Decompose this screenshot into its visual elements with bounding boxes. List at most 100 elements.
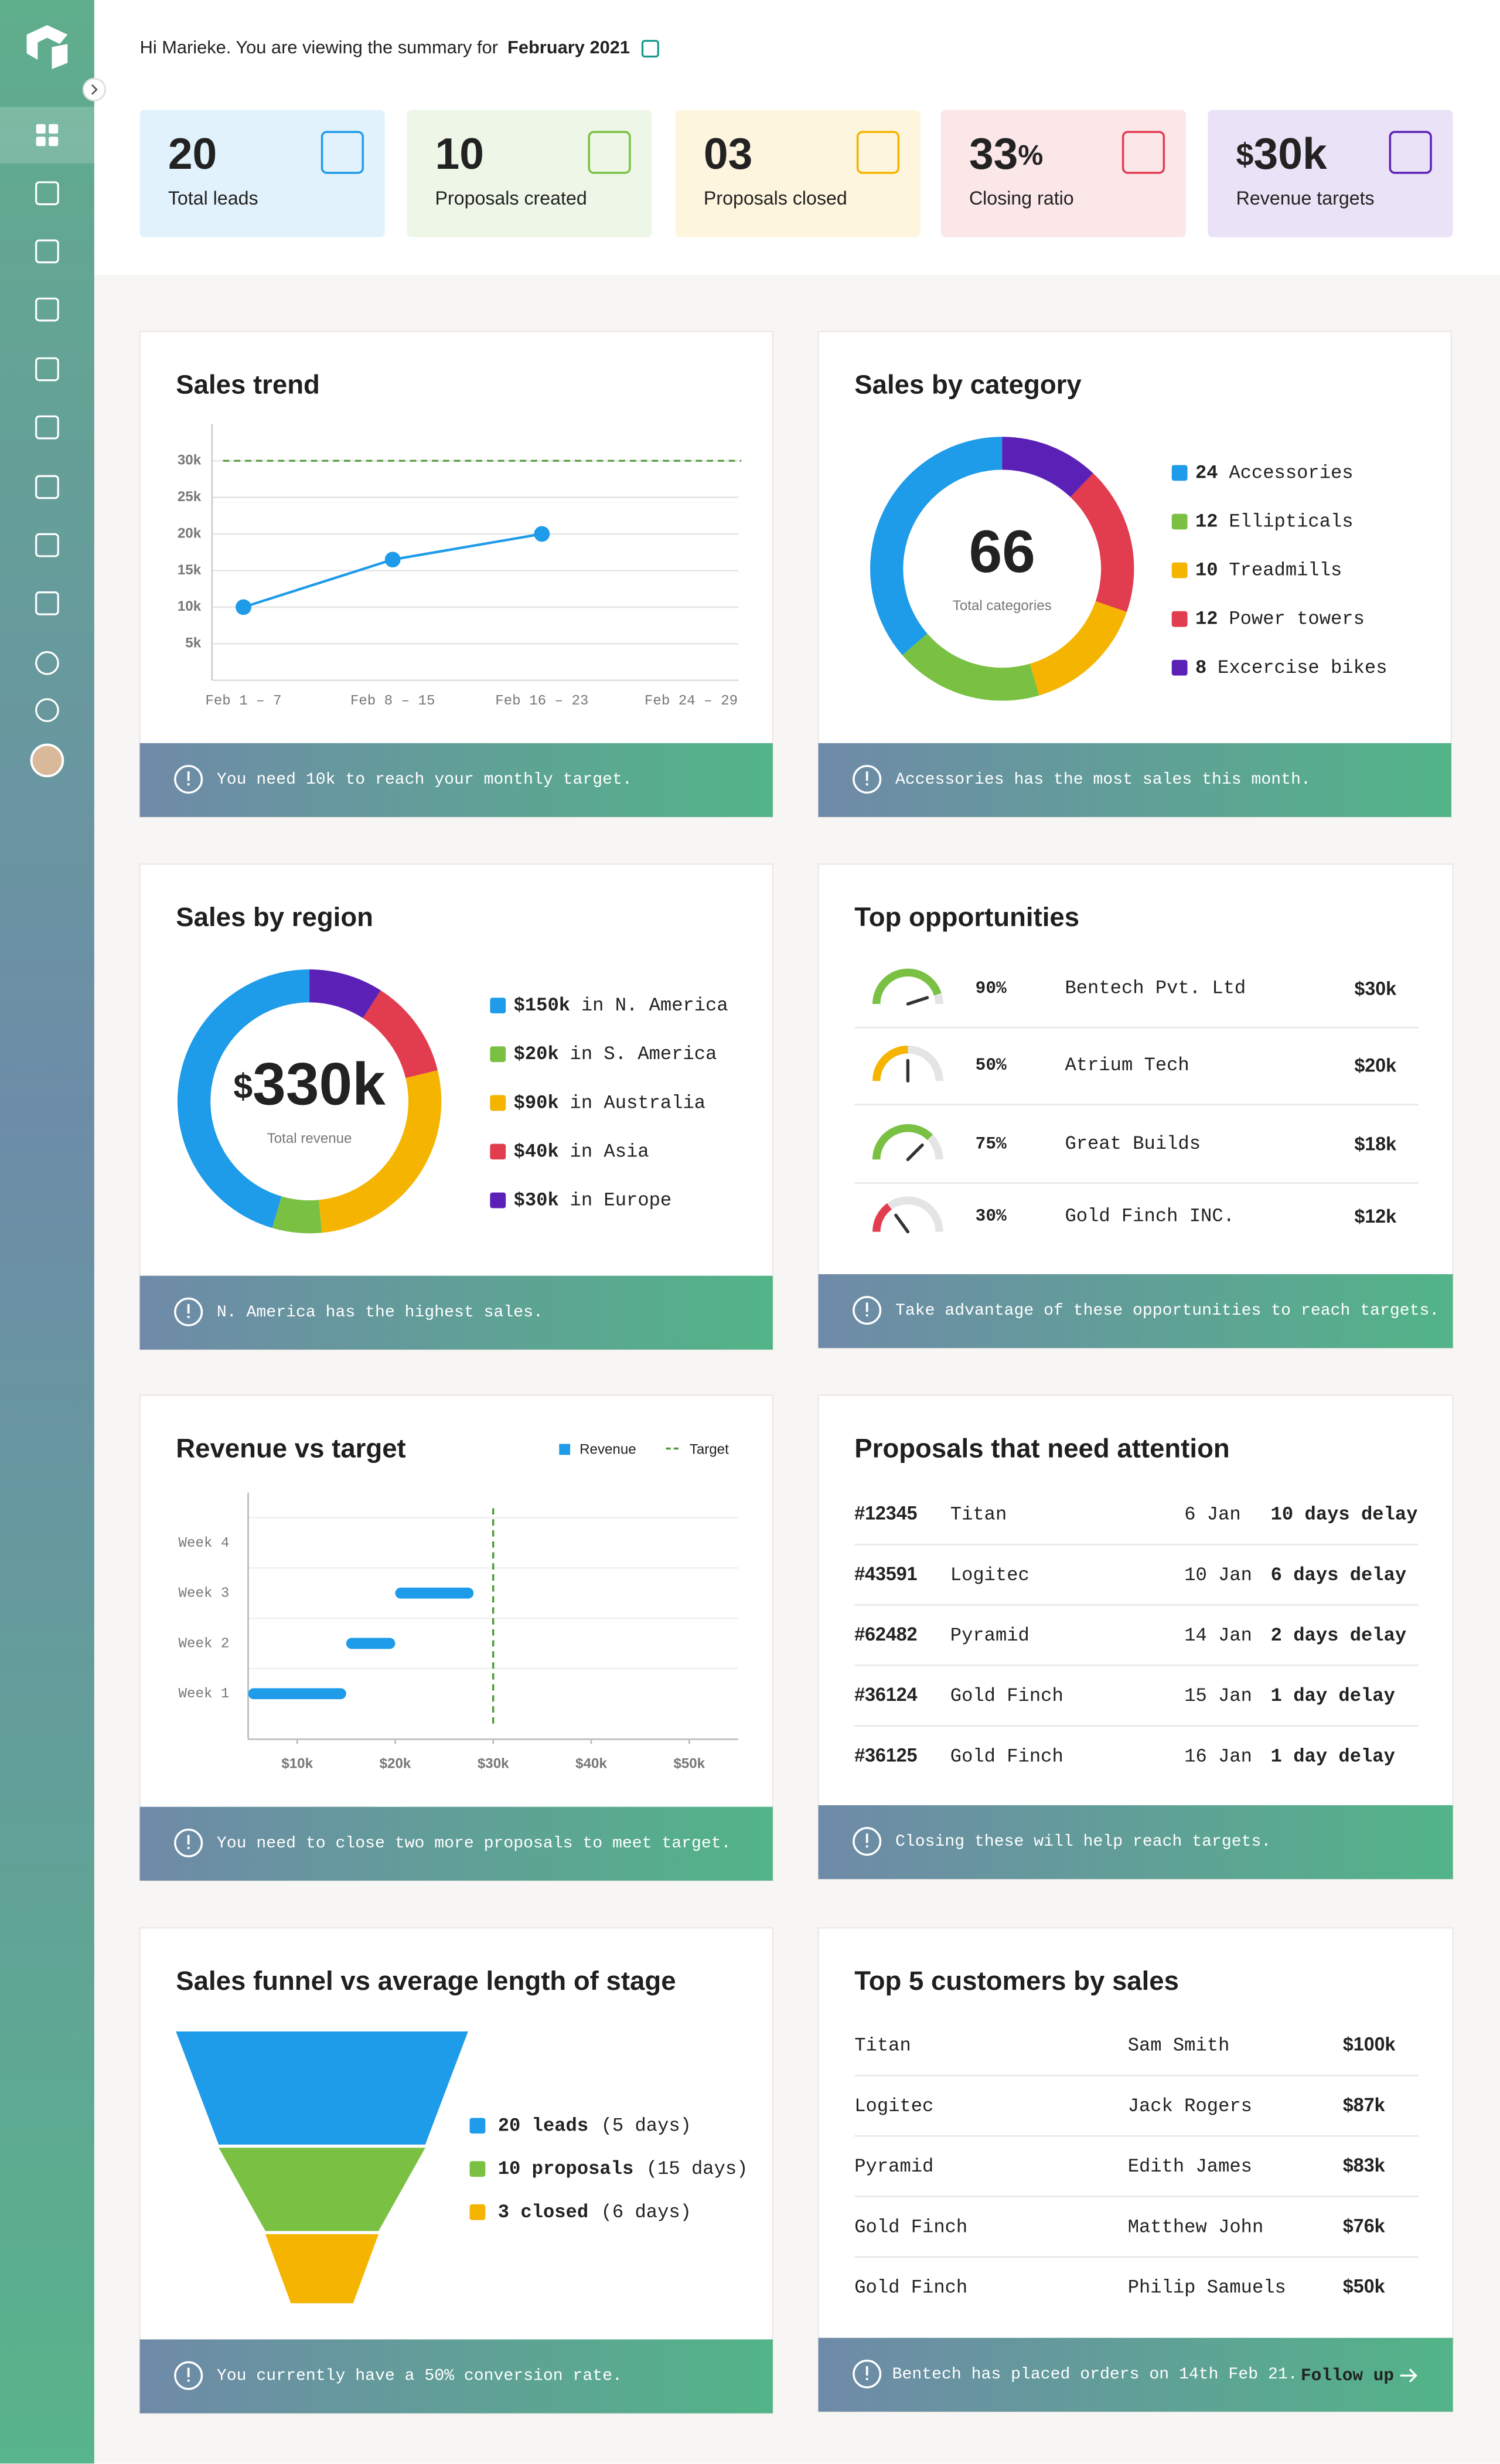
customer-company: Logitec [854, 2095, 933, 2117]
company: Atrium Tech [1065, 1054, 1189, 1076]
sidebar-icon[interactable] [35, 357, 59, 382]
sidebar-icon[interactable] [35, 181, 59, 206]
proposal-delay: 1 day delay [1271, 1685, 1395, 1707]
proposal-name: Titan [950, 1504, 1007, 1526]
sidebar-icon[interactable] [35, 297, 59, 322]
legend-value: $30k [514, 1190, 559, 1211]
amount: $20k [1355, 1055, 1397, 1076]
amount: $30k [1355, 978, 1397, 999]
customer-amount: $83k [1343, 2155, 1385, 2176]
series-point [534, 526, 550, 542]
proposal-delay: 2 days delay [1271, 1625, 1407, 1646]
card [139, 331, 774, 818]
y-tick-label: 10k [178, 598, 202, 614]
pie-slice [1070, 473, 1134, 612]
legend-label: Power towers [1229, 608, 1365, 630]
sidebar-active[interactable] [0, 107, 94, 164]
kpi-number: 10 [435, 129, 484, 178]
card-note-band [139, 1275, 773, 1350]
gauge-needle [894, 1213, 910, 1234]
sidebar-icon[interactable] [35, 533, 59, 557]
gauge-needle [906, 1143, 924, 1161]
x-tick-label: Feb 1 – 7 [205, 693, 281, 709]
legend-label: Ellipticals [1229, 511, 1353, 532]
kpi-value: 10 [435, 129, 484, 178]
kpi-card [675, 110, 921, 237]
legend-label: in Asia [570, 1141, 649, 1162]
customer-contact: Sam Smith [1128, 2035, 1230, 2057]
customer-amount: $87k [1343, 2094, 1385, 2115]
pie-slice [319, 1070, 442, 1233]
card-note: Accessories has the most sales this mont… [895, 771, 1311, 789]
info-icon [853, 2359, 882, 2388]
period[interactable]: February 2021 [507, 37, 630, 57]
legend-value: 8 [1195, 657, 1206, 679]
series-point [236, 599, 251, 615]
avatar[interactable] [30, 743, 64, 778]
info-icon-dot [865, 1845, 868, 1848]
kpi-icon [321, 131, 364, 174]
bar [346, 1638, 396, 1649]
info-icon-mark [187, 1304, 190, 1314]
customer-amount: $100k [1343, 2034, 1396, 2055]
x-tick-label: Feb 8 – 15 [350, 693, 435, 709]
sidebar-icon[interactable] [35, 591, 59, 615]
bar [395, 1587, 474, 1599]
info-icon [174, 1297, 203, 1326]
kpi-prefix: $ [1236, 137, 1254, 172]
card [817, 1394, 1454, 1880]
kpi-label: Total leads [168, 188, 258, 209]
sidebar-icon[interactable] [35, 415, 59, 440]
legend-swatch [469, 2118, 486, 2134]
legend-label: Treadmills [1229, 560, 1342, 581]
kpi-card [407, 110, 652, 237]
kpi-icon [856, 131, 900, 174]
info-icon-dot [865, 1314, 868, 1317]
x-tick-label: $50k [673, 1756, 705, 1772]
card [139, 1394, 774, 1882]
kpi-value: 03 [704, 129, 752, 178]
sidebar-icon[interactable] [35, 239, 59, 264]
amount: $18k [1355, 1134, 1397, 1155]
customer-contact: Edith James [1128, 2156, 1252, 2177]
card-note: Take advantage of these opportunities to… [895, 1302, 1439, 1320]
legend-value: $150k [514, 995, 571, 1016]
gauge-value [872, 1045, 908, 1081]
card-title: Top opportunities [854, 902, 1079, 932]
legend-swatch [490, 998, 506, 1014]
company: Great Builds [1065, 1133, 1201, 1155]
y-tick-label: 20k [178, 525, 202, 541]
card-note-band [818, 1805, 1453, 1880]
legend-value: 10 proposals [498, 2158, 634, 2180]
bar [248, 1688, 346, 1700]
probability: 50% [976, 1055, 1007, 1075]
collapse-button[interactable] [82, 77, 106, 101]
proposal-name: Gold Finch [950, 1745, 1063, 1767]
pie-slice [309, 969, 381, 1019]
y-tick-label: Week 4 [179, 1536, 230, 1551]
pie-slice [902, 633, 1039, 701]
logo[interactable] [26, 25, 68, 69]
probability: 30% [976, 1206, 1007, 1226]
gauge-value [872, 1203, 892, 1232]
legend-swatch [490, 1095, 506, 1111]
proposal-id: #36124 [854, 1684, 917, 1705]
sidebar-icon[interactable] [35, 698, 59, 723]
x-tick-label: $40k [575, 1756, 607, 1772]
greeting: Hi Marieke. You are viewing the summary … [140, 37, 498, 57]
x-tick-label: Feb 24 – 29 [645, 693, 738, 709]
legend-label: in Australia [570, 1092, 706, 1114]
pie-total: $330k [233, 1051, 386, 1118]
kpi-suffix: % [1018, 139, 1043, 171]
legend-value: $90k [514, 1092, 559, 1114]
funnel-stage [265, 2234, 379, 2303]
info-icon-mark [187, 771, 190, 781]
card [817, 331, 1453, 818]
customer-company: Gold Finch [854, 2276, 967, 2298]
y-tick-label: Week 1 [179, 1686, 230, 1702]
follow-up-link[interactable]: Follow up [1301, 2366, 1394, 2385]
sidebar-icon [36, 137, 46, 147]
sidebar-icon[interactable] [35, 475, 59, 499]
sidebar-icon[interactable] [35, 651, 59, 675]
legend-value: $40k [514, 1141, 559, 1162]
